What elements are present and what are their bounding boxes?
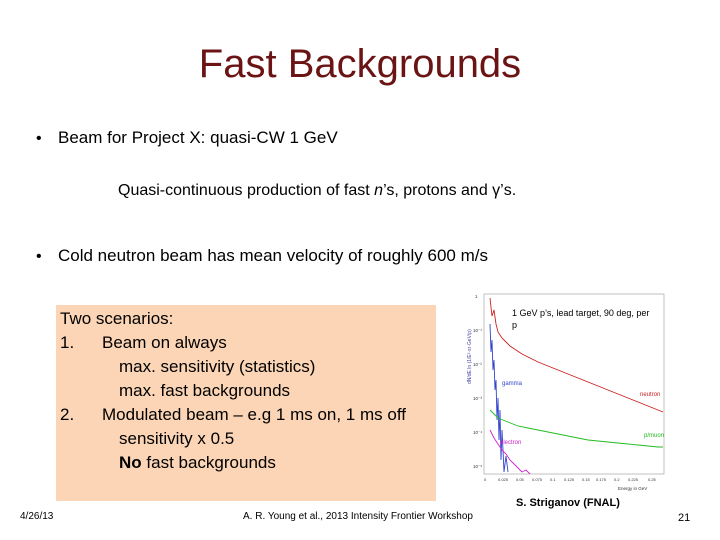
page-number: 21 <box>678 512 691 524</box>
bullet-beam: • Beam for Project X: quasi-CW 1 GeV <box>36 128 338 148</box>
x-tick: 0.05 <box>516 477 525 482</box>
y-tick: 1 <box>475 294 478 299</box>
bullet-beam-text: Beam for Project X: quasi-CW 1 GeV <box>58 128 338 147</box>
label-gamma: gamma <box>502 381 523 387</box>
scenario-2-detail-1: sensitivity x 0.5 <box>119 429 235 448</box>
scenario-1-number: 1. <box>60 333 75 352</box>
spectrum-figure: dN/dE ln (1/E²·sr·GeV/p) 1 10⁻¹ 10⁻² 10⁻… <box>458 280 674 496</box>
x-tick: 0.1 <box>550 477 556 482</box>
scenario-2-detail-2: No fast backgrounds <box>119 451 276 476</box>
bullet-cold-neutron: • Cold neutron beam has mean velocity of … <box>36 246 488 266</box>
y-tick: 10⁻³ <box>473 396 482 401</box>
scenarios-heading: Two scenarios: <box>60 309 174 328</box>
bullet-glyph: • <box>36 130 42 147</box>
footer-date: 4/26/13 <box>20 511 54 522</box>
gamma-series <box>489 323 509 473</box>
scenario-2-number: 2. <box>60 405 75 424</box>
figure-y-ticks: 1 10⁻¹ 10⁻² 10⁻³ 10⁻⁴ 10⁻⁵ <box>473 294 482 469</box>
footer-citation: A. R. Young et al., 2013 Intensity Front… <box>243 511 473 522</box>
scenario-2-rest: fast backgrounds <box>141 453 276 472</box>
label-pmuon: p/muon <box>644 433 664 439</box>
scenarios-box: Two scenarios: 1. Beam on always max. se… <box>56 305 436 501</box>
figure-xlabel: Energy in GeV <box>618 486 647 491</box>
y-tick: 10⁻⁵ <box>473 464 482 469</box>
x-tick: 0 <box>484 477 487 482</box>
electron-series <box>489 429 531 475</box>
slide-title: Fast Backgrounds <box>198 42 522 86</box>
y-tick: 10⁻² <box>473 362 482 367</box>
sub-line-n: n <box>374 182 384 199</box>
scenario-1-detail-1: max. sensitivity (statistics) <box>119 357 316 376</box>
sub-line-suffix: ’s, protons and γ’s. <box>383 182 517 199</box>
label-electron: electron <box>500 440 521 446</box>
y-tick: 10⁻¹ <box>473 328 482 333</box>
figure-x-ticks: 0 0.025 0.05 0.075 0.1 0.125 0.15 0.175 … <box>484 477 657 482</box>
pmuon-series <box>489 409 663 448</box>
y-tick: 10⁻⁴ <box>473 430 482 435</box>
sub-line: Quasi-continuous production of fast n’s,… <box>118 182 516 200</box>
x-tick: 0.15 <box>582 477 591 482</box>
scenario-2-label: Modulated beam – e.g 1 ms on, 1 ms off <box>102 405 406 424</box>
sub-line-prefix: Quasi-continuous production of fast <box>118 182 375 199</box>
bullet-cold-neutron-text: Cold neutron beam has mean velocity of r… <box>58 246 488 265</box>
x-tick: 0.25 <box>648 477 657 482</box>
scenario-2-no: No <box>119 453 142 472</box>
figure-caption: 1 GeV p’s, lead target, 90 deg, per p <box>512 308 650 330</box>
x-tick: 0.175 <box>596 477 607 482</box>
x-tick: 0.025 <box>498 477 509 482</box>
figure-credit: S. Striganov (FNAL) <box>516 497 620 509</box>
x-tick: 0.225 <box>628 477 639 482</box>
scenario-1-detail-2: max. fast backgrounds <box>119 381 291 400</box>
bullet-glyph: • <box>36 248 42 265</box>
label-neutron: neutron <box>640 392 660 398</box>
figure-ylabel: dN/dE ln (1/E²·sr·GeV/p) <box>467 329 473 384</box>
x-tick: 0.125 <box>564 477 575 482</box>
x-tick: 0.2 <box>614 477 620 482</box>
neutron-series <box>489 297 664 413</box>
x-tick: 0.075 <box>532 477 543 482</box>
scenario-1-label: Beam on always <box>102 333 227 352</box>
